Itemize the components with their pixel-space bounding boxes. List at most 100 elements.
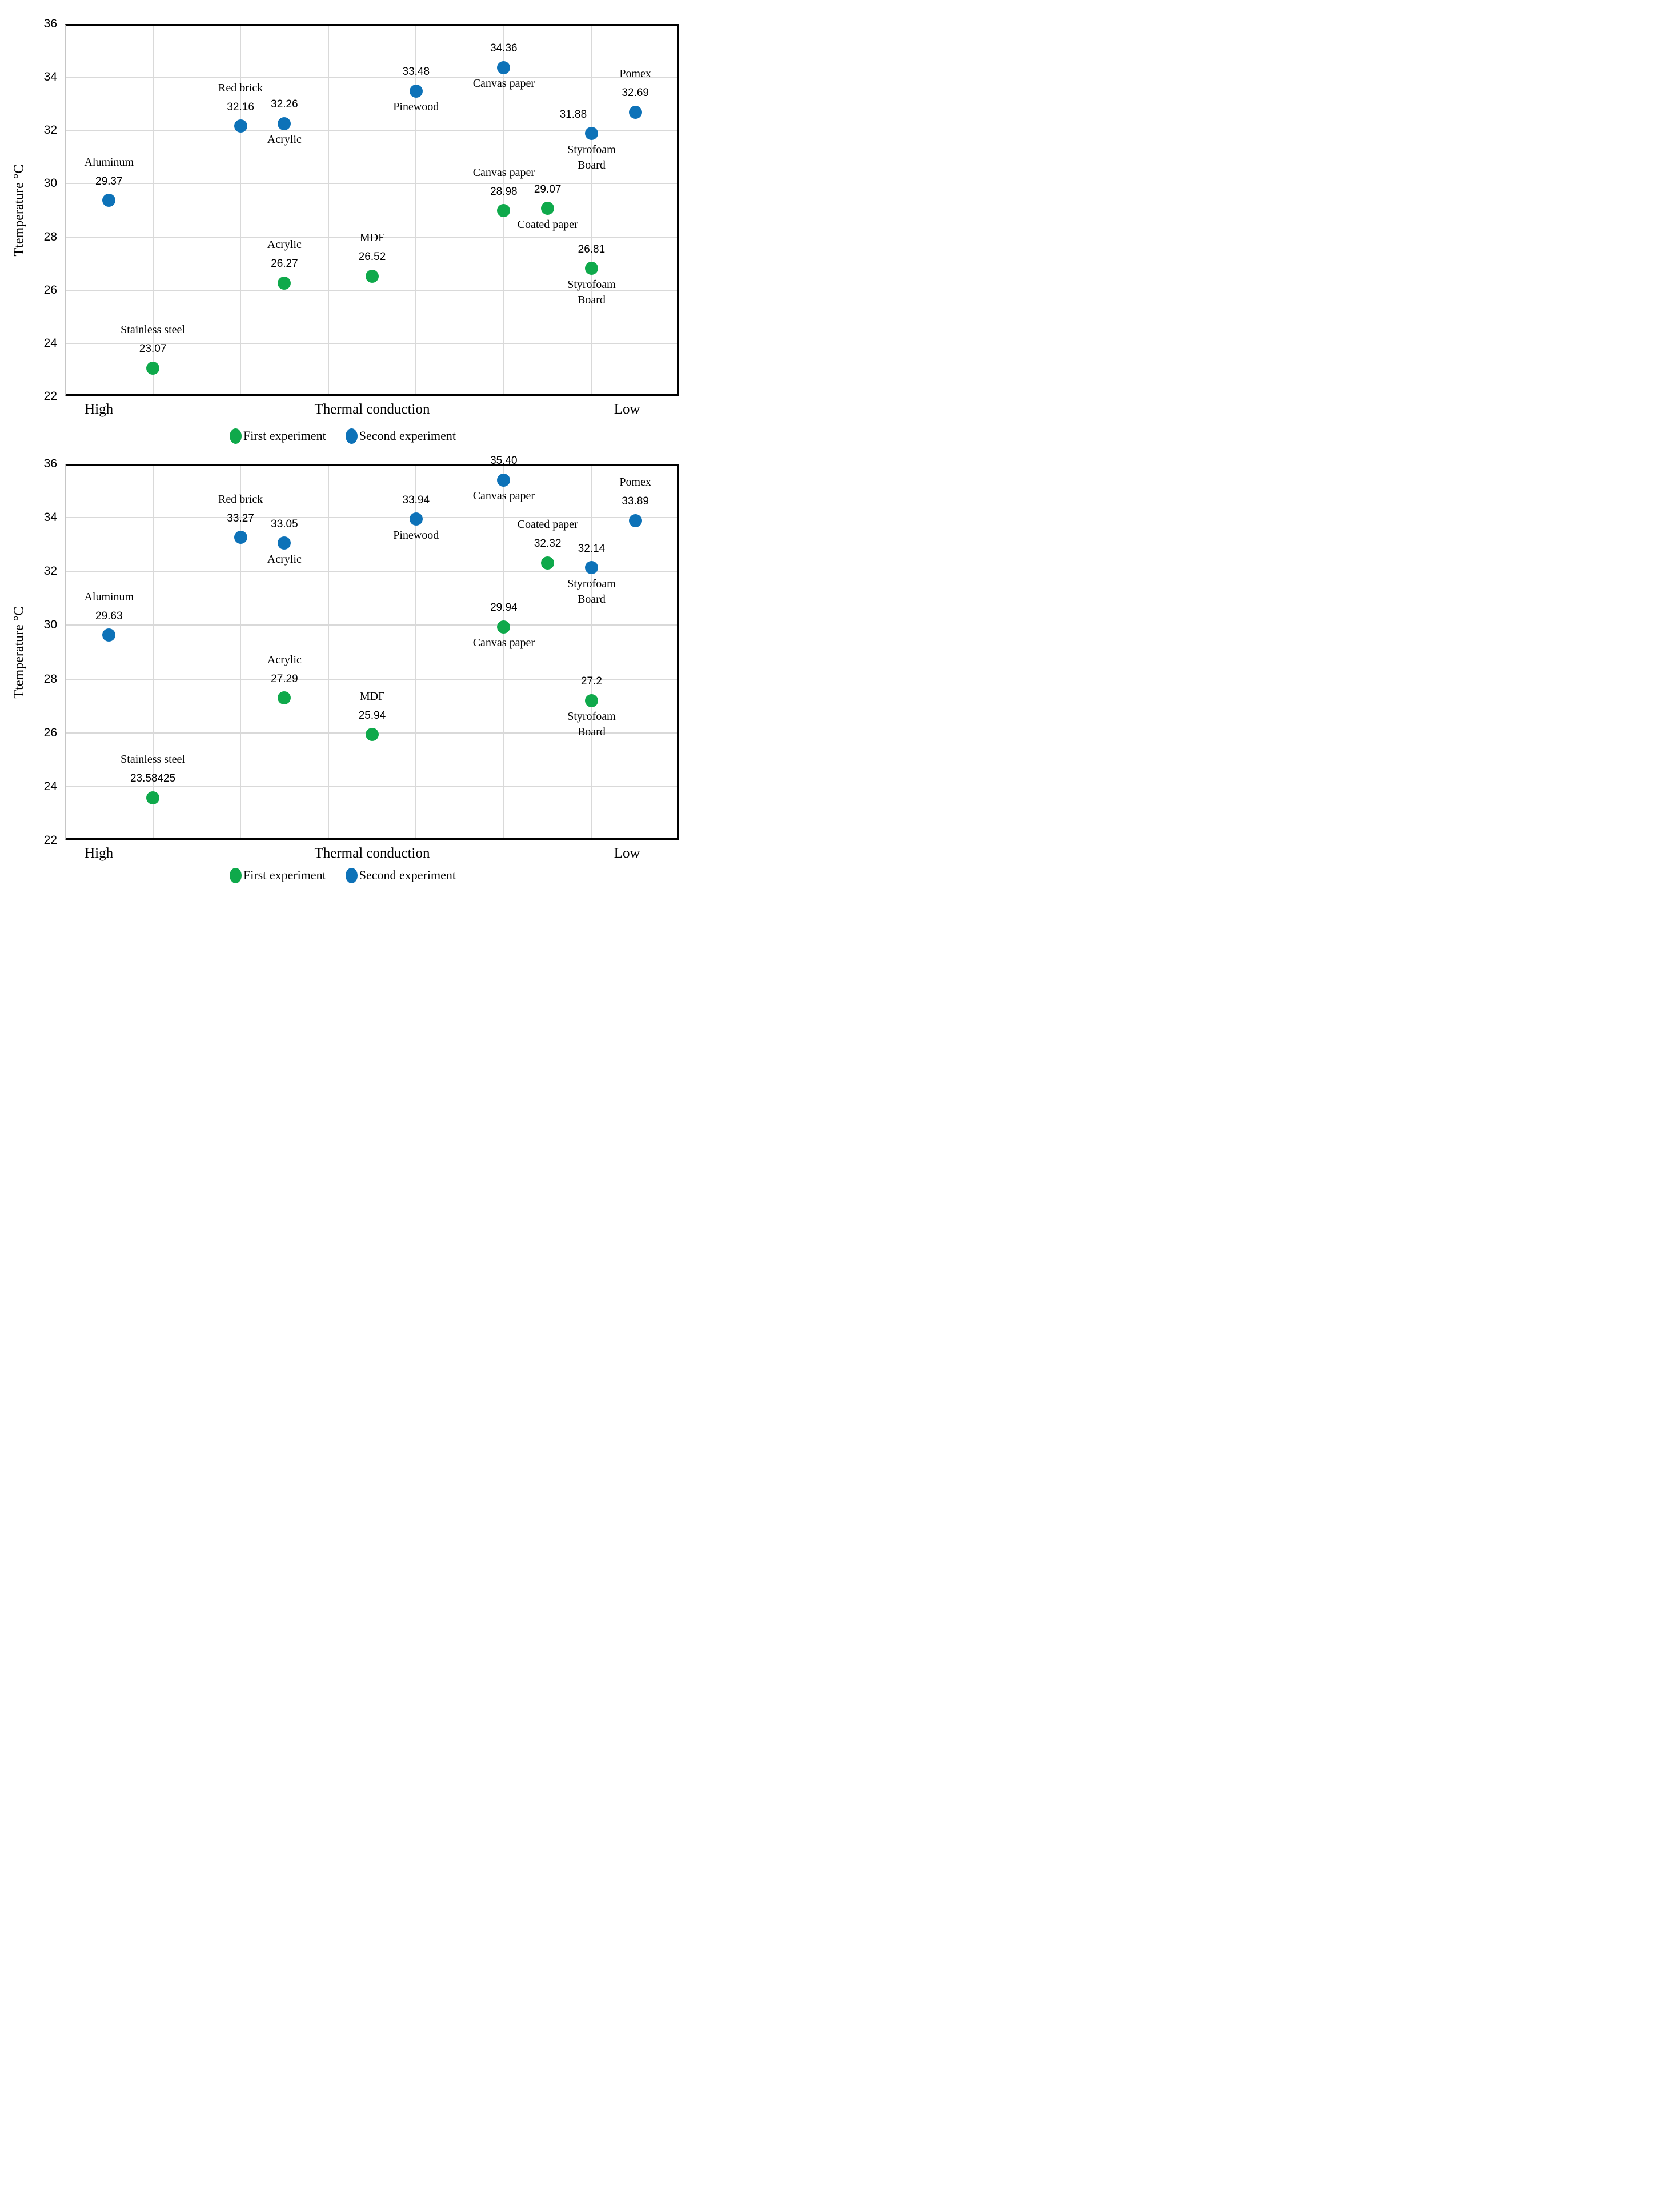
gridline-v: [415, 464, 417, 840]
material-label: Red brick: [218, 81, 263, 96]
material-label: Pinewood: [393, 528, 439, 543]
legend-marker-icon: [345, 428, 358, 444]
material-label: Styrofoam Board: [567, 142, 615, 173]
data-value-label: 29.07: [534, 183, 562, 195]
y-tick-label: 36: [43, 457, 57, 470]
data-point: [234, 119, 247, 133]
material-label: Acrylic: [267, 652, 302, 668]
material-label: Stainless steel: [121, 322, 185, 338]
data-value-label: 27.29: [271, 672, 298, 685]
data-value-label: 33.48: [402, 66, 430, 78]
y-tick-label: 34: [43, 70, 57, 84]
material-label-line: Acrylic: [267, 133, 302, 146]
data-value-label: 29.94: [490, 602, 518, 614]
data-point: [102, 628, 116, 642]
y-tick-label: 28: [43, 230, 57, 243]
material-label: MDF: [360, 230, 384, 246]
gridline-h: [65, 517, 679, 519]
y-tick-label: 34: [43, 511, 57, 524]
y-tick-label: 26: [43, 726, 57, 739]
data-point: [278, 276, 291, 290]
data-value-label: 32.16: [227, 101, 254, 113]
legend-label: Second experiment: [359, 428, 456, 443]
material-label: Acrylic: [267, 237, 302, 253]
material-label-line: Canvas paper: [472, 490, 535, 503]
data-point: [541, 556, 555, 570]
material-label-line: Red brick: [218, 492, 263, 506]
data-value-label: 26.52: [358, 251, 386, 263]
material-label: Stainless steel: [121, 752, 185, 767]
data-value-label: 23.07: [139, 343, 167, 355]
legend-marker-icon: [229, 867, 242, 883]
gridline-h: [65, 77, 679, 78]
material-label: Acrylic: [267, 132, 302, 147]
material-label-line: Coated paper: [517, 518, 578, 531]
data-value-label: 35.40: [490, 455, 518, 467]
data-value-label: 32.32: [534, 538, 562, 550]
y-tick-label: 24: [43, 779, 57, 793]
legend-label: First experiment: [243, 428, 326, 443]
data-point: [628, 514, 642, 527]
material-label-line: Aluminum: [84, 590, 134, 603]
material-label-line: Board: [577, 158, 606, 171]
material-label-line: Pomex: [619, 67, 651, 81]
material-label: Pomex: [619, 475, 651, 490]
data-point: [102, 194, 116, 207]
legend: First experiment Second experiment: [0, 867, 685, 884]
material-label-line: MDF: [359, 231, 385, 245]
material-label-line: Red brick: [218, 81, 263, 94]
data-value-label: 26.81: [578, 243, 606, 255]
data-value-label: 25.94: [358, 709, 386, 722]
data-value-label: 33.27: [227, 512, 254, 524]
material-label-line: Canvas paper: [472, 77, 535, 90]
gridline-v: [240, 464, 242, 840]
data-value-label: 33.94: [402, 494, 430, 506]
material-label-line: Pomex: [619, 476, 651, 489]
x-axis-high-label: High: [85, 846, 114, 861]
y-tick-label: 32: [43, 123, 57, 137]
y-axis-title: Ttemperature °C: [11, 606, 27, 698]
material-label-line: Aluminum: [84, 155, 134, 169]
data-value-label: 33.05: [271, 518, 298, 530]
y-tick-label: 30: [43, 177, 57, 190]
data-point: [366, 728, 379, 742]
data-value-label: 34.36: [490, 42, 518, 55]
material-label-line: Board: [577, 726, 606, 739]
material-label-line: Board: [577, 293, 606, 306]
legend-marker-icon: [345, 867, 358, 883]
gridline-h: [65, 342, 679, 344]
data-value-label: 32.14: [578, 542, 606, 555]
gridline-v: [240, 24, 242, 396]
material-label: Styrofoam Board: [567, 709, 615, 740]
gridline-v: [415, 24, 417, 396]
data-point: [584, 127, 598, 141]
data-point: [497, 620, 511, 634]
data-point: [278, 691, 291, 705]
y-tick-label: 36: [43, 17, 57, 30]
gridline-v: [327, 464, 329, 840]
legend-item-second-experiment: Second experiment: [345, 867, 456, 883]
x-axis-low-label: Low: [614, 846, 640, 861]
material-label-line: Acrylic: [267, 653, 302, 666]
data-value-label: 26.27: [271, 258, 298, 270]
legend-item-second-experiment: Second experiment: [345, 428, 456, 444]
gridline-v: [591, 464, 592, 840]
gridline-h: [65, 678, 679, 680]
chart-2: 36 34 32 30 28 26 24 22 Ttemperature °C 29.63 Alum…: [0, 0, 685, 894]
data-value-label: 33.89: [622, 495, 649, 508]
data-point: [497, 61, 511, 74]
data-point: [409, 84, 423, 98]
chart-1: 36 34 32 30 28 26 24 22 Ttemperature °C 29.37 Alum…: [0, 0, 685, 894]
y-tick-label: 30: [43, 618, 57, 632]
material-label-line: Styrofoam: [567, 577, 616, 590]
data-point: [278, 536, 291, 550]
gridline-h: [65, 289, 679, 291]
data-value-label: 23.58425: [130, 772, 176, 785]
material-label: Canvas paper: [473, 76, 535, 91]
data-point: [584, 262, 598, 275]
x-axis-low-label: Low: [614, 402, 640, 417]
material-label-line: Pinewood: [393, 101, 439, 114]
material-label: Styrofoam Board: [567, 576, 615, 607]
material-label-line: Coated paper: [517, 218, 578, 231]
plot-area: [65, 464, 679, 840]
